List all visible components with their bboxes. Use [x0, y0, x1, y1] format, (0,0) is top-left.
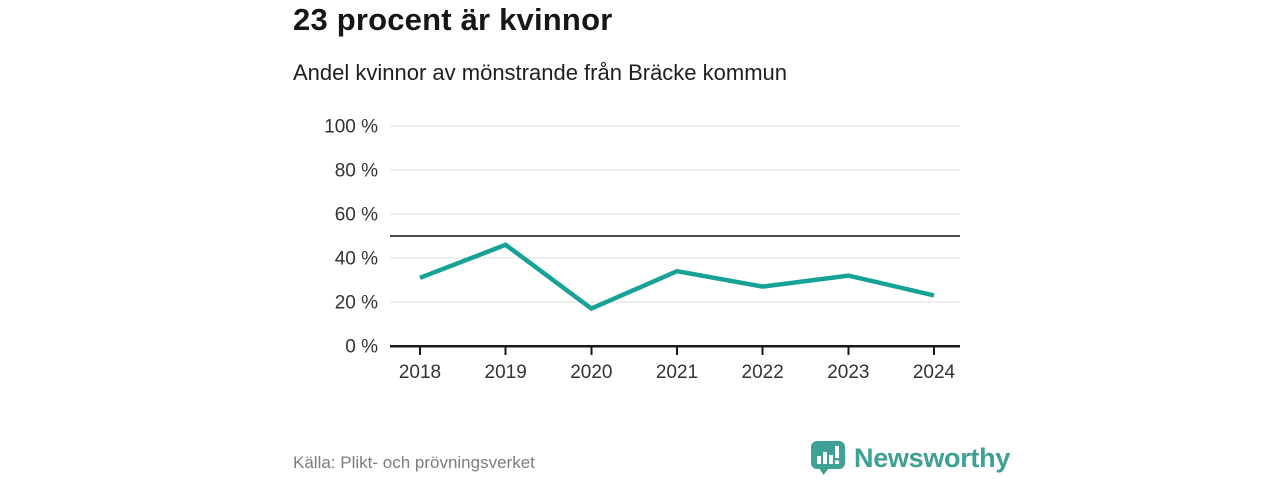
- svg-text:0 %: 0 %: [345, 337, 378, 358]
- source-text: Källa: Plikt- och prövningsverket: [293, 453, 535, 472]
- svg-text:2021: 2021: [656, 362, 698, 383]
- svg-text:2018: 2018: [399, 362, 441, 383]
- chart-subtitle: Andel kvinnor av mönstrande från Bräcke …: [293, 60, 788, 85]
- chart-title: 23 procent är kvinnor: [293, 2, 613, 37]
- svg-text:2024: 2024: [913, 362, 956, 383]
- line-chart: 0 % 20 % 40 % 60 % 80 % 100 % 2018 2019 2020 2021…: [324, 117, 960, 383]
- svg-text:2020: 2020: [570, 362, 612, 383]
- svg-text:100 %: 100 %: [324, 117, 378, 138]
- newsworthy-logo-icon: [811, 441, 845, 475]
- newsworthy-logo: Newsworthy: [810, 441, 1010, 475]
- newsworthy-logo-text: Newsworthy: [854, 442, 1011, 473]
- svg-text:80 %: 80 %: [335, 161, 378, 182]
- svg-text:20 %: 20 %: [335, 293, 378, 314]
- svg-text:40 %: 40 %: [335, 249, 378, 270]
- svg-text:2022: 2022: [742, 362, 784, 383]
- svg-text:2023: 2023: [827, 362, 869, 383]
- svg-text:60 %: 60 %: [335, 205, 378, 226]
- svg-text:2019: 2019: [485, 362, 527, 383]
